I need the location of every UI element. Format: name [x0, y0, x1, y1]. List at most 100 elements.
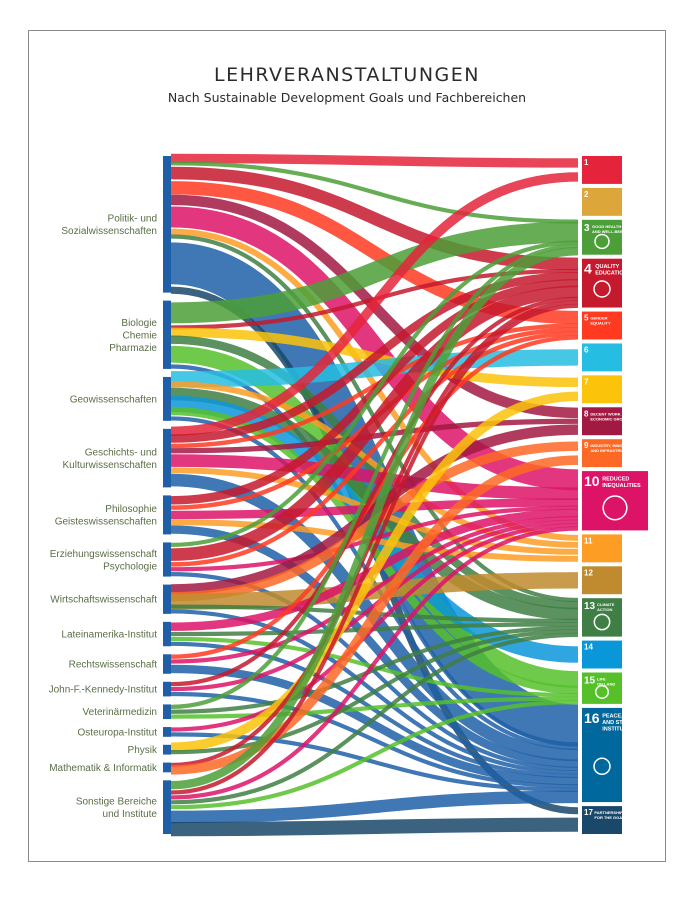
department-label: Geschichts- und Kulturwissenschaften — [63, 447, 158, 471]
sdg-number: 13 — [584, 601, 596, 612]
sdg-caption: INEQUALITIES — [602, 483, 641, 489]
department-bar-13[interactable] — [163, 762, 171, 773]
sdg-number: 9 — [584, 441, 589, 450]
sdg-10-icon — [602, 495, 628, 521]
sdg-tile-6[interactable]: 6 — [582, 343, 622, 372]
department-bar-3[interactable] — [163, 428, 171, 488]
department-bar-5[interactable] — [163, 542, 171, 577]
flow-10-to-goal-13 — [170, 625, 579, 714]
department-bar-12[interactable] — [163, 744, 171, 755]
flow-14-to-goal-3 — [170, 247, 579, 790]
flow-14-to-goal-16 — [170, 790, 579, 824]
sdg-number: 16 — [584, 710, 600, 726]
page-subtitle: Nach Sustainable Development Goals und F… — [167, 90, 527, 105]
flow-2-to-goal-6 — [170, 349, 579, 388]
flow-9-to-goal-10 — [170, 519, 579, 692]
chart-frame — [28, 30, 666, 862]
sdg-tile-11[interactable]: 11 — [582, 534, 622, 563]
sdg-caption: EDUCATION — [595, 271, 627, 277]
department-bars — [163, 156, 171, 834]
flow-8-to-goal-5 — [170, 335, 579, 659]
department-label: Mathematik & Informatik — [49, 763, 158, 774]
sdg-caption: INDUSTRY, INNOVATION — [590, 443, 637, 448]
sdg-caption: GOOD HEALTH — [592, 224, 621, 229]
department-label: Politik- und Sozialwissenschaften — [61, 214, 157, 238]
sdg-number: 5 — [584, 314, 589, 323]
flow-13-to-goal-4 — [170, 300, 579, 768]
sdg-13-icon — [593, 613, 611, 631]
department-label: Erziehungswissenschaft Psychologie — [50, 549, 158, 573]
department-bar-8[interactable] — [163, 654, 171, 674]
department-label: Lateinamerika-Institut — [61, 630, 157, 641]
department-bar-1[interactable] — [163, 300, 171, 369]
department-bar-9[interactable] — [163, 681, 171, 697]
department-bar-6[interactable] — [163, 584, 171, 614]
department-bar-11[interactable] — [163, 727, 171, 737]
flow-14-to-goal-13 — [170, 632, 579, 805]
sdg-number: 7 — [584, 377, 589, 386]
department-label: Geowissenschaften — [70, 394, 157, 405]
flow-14-to-goal-4 — [170, 303, 579, 795]
sdg-caption: FOR THE GOALS — [594, 815, 627, 820]
sdg-caption: EQUALITY — [590, 321, 611, 326]
department-bar-0[interactable] — [163, 156, 171, 293]
sdg-tile-14[interactable]: 14 — [582, 640, 622, 669]
department-label: Philosophie Geisteswissenschaften — [55, 504, 158, 528]
sdg-caption: PARTNERSHIPS — [594, 810, 625, 815]
sdg-number: 14 — [584, 643, 593, 652]
flow-5-to-goal-4 — [170, 285, 579, 561]
sdg-caption: AND STRONG — [602, 720, 639, 726]
sdg-tile-12[interactable]: 12 — [582, 566, 622, 595]
flow-7-to-goal-16 — [170, 641, 579, 779]
department-label: Veterinärmedizin — [83, 707, 157, 718]
department-bar-4[interactable] — [163, 495, 171, 535]
flow-12-to-goal-13 — [170, 629, 579, 755]
sdg-caption: AND WELL-BEING — [592, 229, 627, 234]
department-bar-10[interactable] — [163, 704, 171, 720]
sdg-tile-7[interactable]: 7 — [582, 375, 622, 404]
sdg-caption: REDUCED — [602, 477, 629, 483]
sdg-tile-1[interactable]: 1 — [582, 156, 622, 184]
sdg-number: 6 — [584, 345, 589, 354]
flow-14-to-goal-17 — [170, 817, 579, 837]
department-bar-2[interactable] — [163, 376, 171, 421]
flow-0-to-goal-10 — [170, 206, 579, 491]
sdg-4-icon — [593, 280, 611, 298]
sdg-caption: ACTION — [597, 607, 612, 612]
flow-3-to-goal-1 — [170, 172, 579, 436]
department-label: Sonstige Bereiche und Institute — [76, 796, 158, 820]
sdg-tile-2[interactable]: 2 — [582, 187, 622, 216]
department-label: Biologie Chemie Pharmazie — [109, 318, 157, 354]
sdg-number: 8 — [584, 409, 589, 418]
department-bar-14[interactable] — [163, 780, 171, 834]
flow-11-to-goal-10 — [170, 523, 579, 732]
flow-9-to-goal-4 — [170, 296, 579, 687]
sdg-caption: AND INFRASTRUCTURE — [590, 448, 637, 453]
sdg-caption: INSTITUTIONS — [602, 726, 641, 732]
department-label: Physik — [128, 745, 158, 756]
flow-8-to-goal-16 — [170, 664, 579, 786]
sdg-number: 4 — [584, 261, 592, 277]
page-title: LEHRVERANSTALTUNGEN — [213, 64, 480, 86]
sdg-number: 3 — [584, 223, 590, 234]
sdg-number: 2 — [584, 190, 589, 199]
department-bar-7[interactable] — [163, 621, 171, 647]
flow-5-to-goal-3 — [170, 240, 579, 547]
department-labels: Politik- und Sozialwissenschaften Biologie… — [49, 214, 158, 820]
sdg-caption: PEACE, JUSTICE — [602, 713, 648, 719]
sdg-16-icon — [593, 757, 611, 776]
flow-0-to-goal-3 — [170, 161, 579, 224]
flow-10-to-goal-3 — [170, 243, 579, 709]
flow-3-to-goal-8 — [170, 418, 579, 454]
